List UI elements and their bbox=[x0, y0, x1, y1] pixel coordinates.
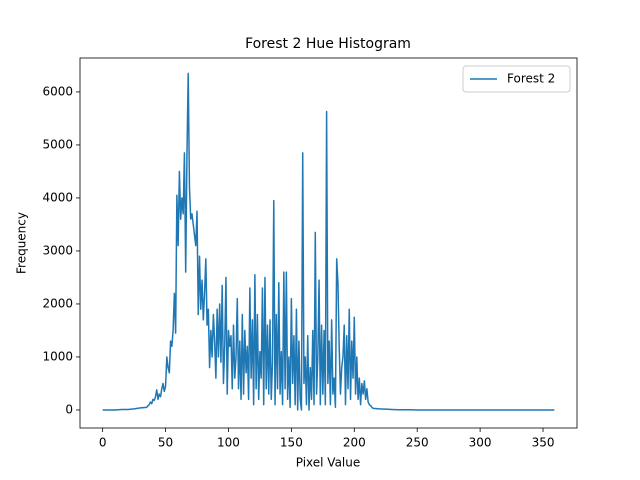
y-tick-label: 4000 bbox=[42, 190, 73, 204]
x-tick-label: 200 bbox=[343, 436, 366, 450]
y-tick-label: 0 bbox=[65, 402, 73, 416]
chart-title: Forest 2 Hue Histogram bbox=[245, 36, 411, 52]
legend-label: Forest 2 bbox=[507, 72, 555, 86]
y-tick-label: 5000 bbox=[42, 137, 73, 151]
x-axis-label: Pixel Value bbox=[296, 456, 361, 470]
x-tick-label: 350 bbox=[532, 436, 555, 450]
y-tick-label: 2000 bbox=[42, 296, 73, 310]
y-tick-label: 6000 bbox=[42, 84, 73, 98]
x-tick-label: 150 bbox=[280, 436, 303, 450]
plot-frame bbox=[79, 57, 578, 429]
x-tick-label: 100 bbox=[217, 436, 240, 450]
y-tick-label: 1000 bbox=[42, 349, 73, 363]
x-tick-label: 300 bbox=[469, 436, 492, 450]
x-tick-label: 0 bbox=[99, 436, 107, 450]
x-tick-label: 250 bbox=[406, 436, 429, 450]
y-axis-label: Frequency bbox=[15, 212, 29, 274]
y-tick-label: 3000 bbox=[42, 243, 73, 257]
x-tick-label: 50 bbox=[158, 436, 173, 450]
legend-box bbox=[462, 65, 571, 93]
data-line bbox=[102, 72, 555, 411]
